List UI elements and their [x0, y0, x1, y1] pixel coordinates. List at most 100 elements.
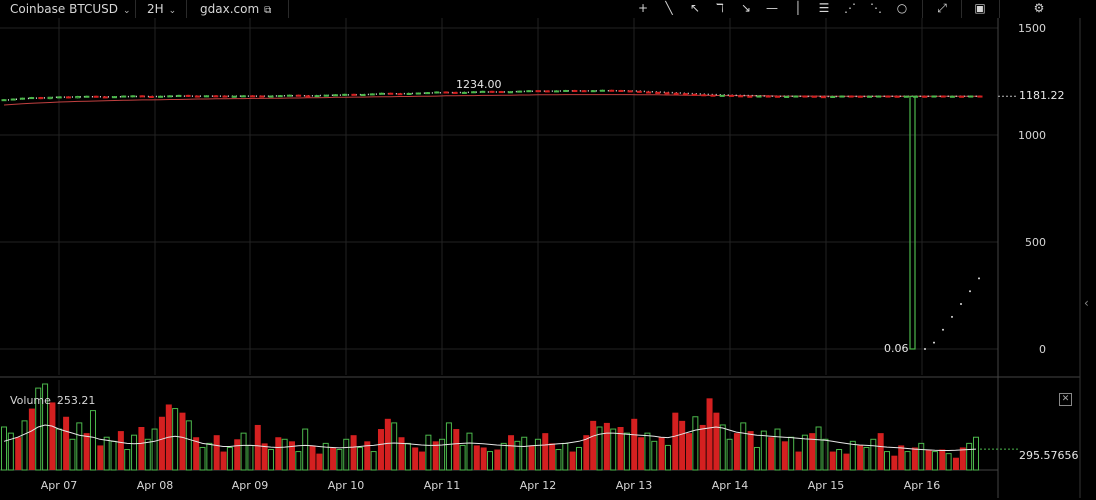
gann-fan-icon[interactable]: ⋱	[870, 1, 882, 15]
vertical-line-icon[interactable]: │	[794, 1, 802, 15]
volume-bar-up	[439, 438, 446, 471]
volume-ma-line	[3, 424, 1018, 451]
toolbar-divider	[961, 0, 962, 18]
volume-legend: Volume 253.21	[10, 394, 101, 407]
candle-body	[839, 95, 845, 98]
toolbar-divider	[999, 0, 1000, 18]
volume-axis-tag: 295.57656	[1019, 449, 1079, 462]
candle-body	[397, 93, 403, 96]
volume-bar-up	[343, 438, 350, 471]
candle-body	[130, 95, 136, 98]
candle-body	[277, 95, 283, 98]
volume-bar-down	[480, 447, 487, 470]
grid	[0, 18, 1081, 498]
close-volume-icon[interactable]: ✕	[1059, 393, 1072, 406]
candle-body	[425, 92, 431, 95]
candle-body	[194, 95, 200, 98]
volume-bar-down	[15, 437, 22, 470]
volume-bar-up	[459, 444, 466, 471]
volume-bar-up	[740, 422, 747, 471]
volume-bar-up	[110, 440, 117, 471]
horizontal-line-icon[interactable]: —	[766, 1, 778, 15]
volume-bar-down	[158, 416, 165, 470]
interval-selector[interactable]: 2H ⌄	[147, 1, 176, 17]
volume-bar-down	[234, 439, 241, 470]
price-tick-label: 0	[1039, 343, 1046, 356]
price-axis: 0 500 1000 1500	[998, 22, 1046, 356]
volume-bar-up	[596, 426, 603, 471]
arrow-pointer-icon[interactable]: ↖	[689, 1, 701, 15]
source-link[interactable]: gdax.com ⧉	[200, 1, 271, 17]
volume-bar-up	[226, 446, 233, 471]
volume-bar-up	[466, 432, 473, 471]
volume-bar-down	[49, 402, 56, 470]
volume-bar-up	[863, 446, 870, 471]
volume-bar-up	[206, 442, 213, 471]
volume-bar-down	[309, 445, 316, 470]
candle-body	[296, 94, 302, 97]
volume-bar-down	[768, 437, 775, 470]
volume-bar-up	[295, 451, 302, 471]
candle-body	[38, 97, 44, 100]
volume-bar-up	[267, 449, 274, 471]
candle-body	[47, 96, 53, 100]
crosshair-icon[interactable]: +	[637, 1, 649, 15]
candle-body	[121, 95, 127, 98]
candle-body	[517, 90, 523, 93]
volume-bar-down	[549, 443, 556, 470]
symbol-selector[interactable]: Coinbase BTCUSD ⌄	[10, 1, 131, 17]
candle-body	[489, 90, 495, 93]
volume-bar-down	[706, 398, 713, 470]
volume-bar-up	[425, 434, 432, 471]
candle-body	[507, 91, 513, 94]
volume-bar-up	[719, 424, 726, 471]
volume-bar-down	[699, 424, 706, 470]
candle-body	[535, 90, 541, 93]
fullscreen-icon[interactable]: ⤢	[937, 1, 947, 15]
candle-body	[434, 91, 440, 94]
fib-fan-icon[interactable]: ⋰	[844, 1, 856, 15]
candle-body	[544, 90, 550, 93]
candle-body	[56, 96, 62, 99]
date-tick-label: Apr 12	[520, 479, 557, 492]
volume-bar-up	[500, 442, 507, 471]
date-tick-label: Apr 08	[137, 479, 174, 492]
trail-dot	[960, 303, 962, 306]
candle-body	[765, 95, 771, 98]
volume-bar-down	[843, 453, 850, 470]
trend-line-icon[interactable]: ╲	[665, 1, 673, 15]
curve-icon[interactable]: ℸ	[716, 1, 724, 15]
parallel-lines-icon[interactable]: ☰	[818, 1, 830, 15]
volume-bar-up	[521, 436, 528, 471]
volume-bar-down	[781, 441, 788, 470]
chevron-left-icon[interactable]: ‹	[1084, 296, 1089, 310]
candle-body	[959, 95, 965, 98]
volume-bar-down	[398, 437, 405, 470]
candle-body	[111, 96, 117, 99]
volume-bar-down	[891, 455, 898, 470]
price-tick-label: 500	[1025, 236, 1046, 249]
volume-bar-down	[330, 447, 337, 470]
volume-bar-up	[966, 442, 973, 471]
trail-dot	[942, 328, 944, 331]
arrow-line-icon[interactable]: ↘	[740, 1, 752, 15]
volume-bar-down	[631, 418, 638, 470]
toolbar-divider	[922, 0, 923, 18]
price-tick-label: 1000	[1018, 129, 1046, 142]
candle-body	[820, 96, 826, 99]
candle-body	[857, 95, 863, 98]
volume-bar-down	[686, 433, 693, 470]
circle-icon[interactable]: ○	[896, 1, 908, 15]
settings-icon[interactable]: ⚙	[1033, 1, 1045, 15]
volume-bar-up	[973, 436, 979, 471]
snapshot-icon[interactable]: ▣	[974, 1, 986, 15]
date-tick-label: Apr 15	[808, 479, 845, 492]
chevron-down-icon: ⌄	[122, 6, 131, 16]
volume-bars	[1, 383, 979, 471]
candle-body	[213, 95, 219, 98]
candle-body	[29, 97, 35, 100]
volume-bar-up	[644, 432, 651, 471]
volume-bar-up	[904, 451, 911, 471]
volume-bar-up	[575, 446, 582, 471]
